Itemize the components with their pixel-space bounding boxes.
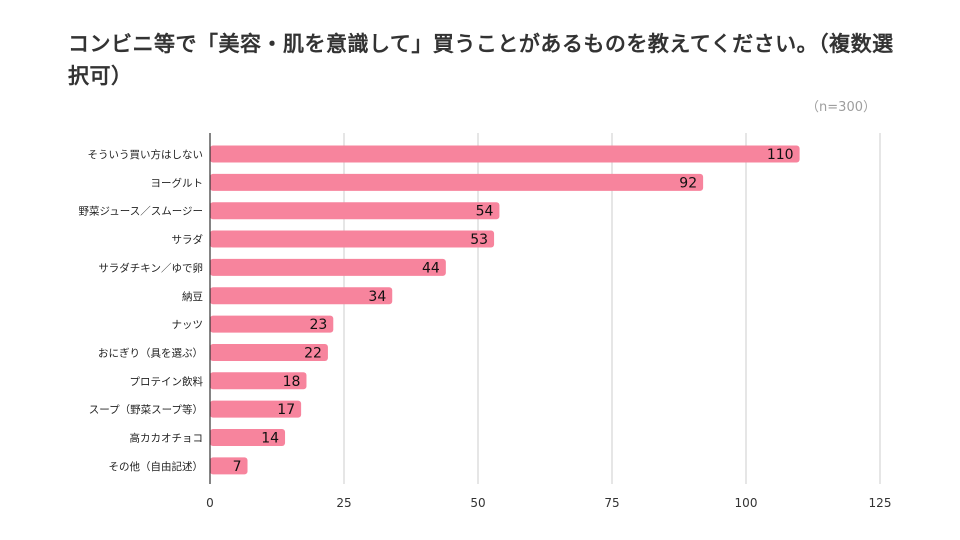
category-label: 野菜ジュース／スムージー bbox=[78, 206, 203, 218]
data-label: 17 bbox=[277, 402, 295, 418]
category-label: サラダチキン／ゆで卵 bbox=[98, 261, 203, 274]
data-label: 34 bbox=[368, 289, 386, 305]
category-label: ヨーグルト bbox=[151, 176, 204, 189]
data-label: 18 bbox=[283, 374, 301, 390]
data-label: 14 bbox=[261, 431, 279, 447]
data-label: 53 bbox=[470, 232, 488, 248]
category-label: ナッツ bbox=[172, 319, 204, 331]
bar bbox=[210, 429, 286, 446]
category-label: その他（自由記述） bbox=[109, 460, 204, 473]
data-label: 44 bbox=[422, 260, 440, 276]
chart-title: コンビニ等で「美容・肌を意識して」買うことがあるものを教えてください。（複数選択… bbox=[68, 32, 894, 88]
bar bbox=[210, 400, 302, 418]
bar bbox=[210, 145, 800, 163]
category-label: スープ（野菜スープ等） bbox=[89, 403, 203, 416]
bar bbox=[210, 315, 334, 333]
grid-lines bbox=[343, 133, 881, 484]
x-tick-label: 100 bbox=[735, 496, 758, 510]
category-label: 高カカオチョコ bbox=[130, 432, 204, 445]
data-label: 110 bbox=[767, 147, 794, 163]
x-tick-label: 125 bbox=[869, 496, 892, 510]
sample-size-note: （n=300） bbox=[806, 100, 876, 115]
bar bbox=[210, 230, 495, 248]
data-label: 7 bbox=[233, 459, 242, 475]
x-tick-label: 75 bbox=[604, 496, 619, 510]
x-tick-label: 25 bbox=[336, 496, 351, 510]
bar bbox=[210, 173, 704, 191]
category-labels: そういう買い方はしないヨーグルト野菜ジュース／スムージーサラダサラダチキン／ゆで… bbox=[78, 148, 203, 473]
bar bbox=[210, 343, 328, 361]
data-label: 23 bbox=[309, 317, 327, 333]
category-label: そういう買い方はしない bbox=[88, 148, 204, 161]
category-label: プロテイン飲料 bbox=[130, 375, 204, 388]
bar bbox=[210, 372, 307, 390]
data-label: 92 bbox=[679, 175, 697, 191]
bar bbox=[210, 457, 248, 475]
category-label: サラダ bbox=[172, 233, 204, 246]
x-tick-labels: 0 25 50 75 100 125 bbox=[206, 496, 891, 510]
x-tick-label: 50 bbox=[470, 496, 485, 510]
category-label: おにぎり（具を選ぶ） bbox=[98, 346, 203, 359]
bars bbox=[210, 145, 800, 475]
x-tick-label: 0 bbox=[206, 496, 214, 510]
data-label: 22 bbox=[304, 345, 322, 361]
data-label: 54 bbox=[476, 204, 494, 220]
bar bbox=[210, 287, 393, 305]
category-label: 納豆 bbox=[182, 290, 203, 303]
bar bbox=[210, 258, 446, 276]
bar bbox=[210, 202, 500, 220]
